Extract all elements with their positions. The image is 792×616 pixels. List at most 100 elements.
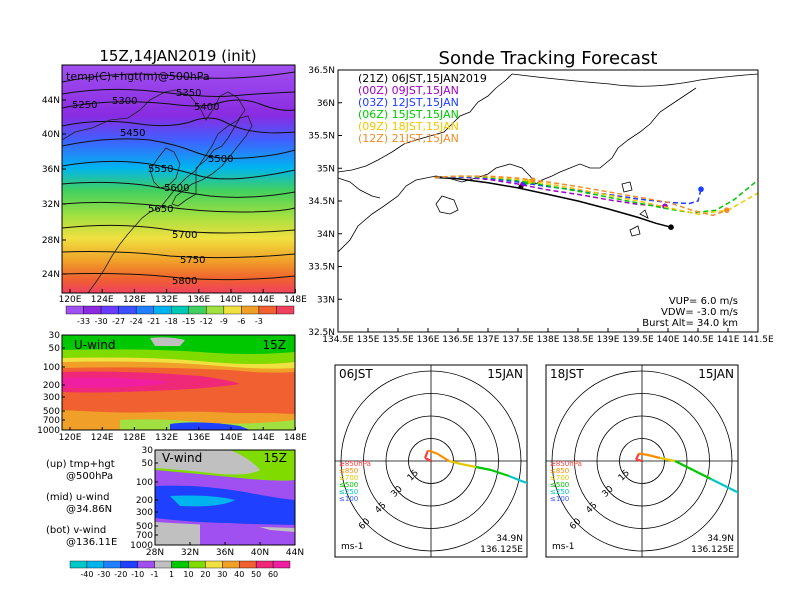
- windbar-swatch: [69, 560, 88, 569]
- hodo-level-legend: ≤700: [339, 474, 358, 482]
- u-wind-p-label: 100: [43, 363, 60, 373]
- tempbar-label: -6: [237, 317, 245, 326]
- track-legend-entry: (06Z) 15JST,15JAN: [358, 108, 459, 121]
- tempbar-swatch: [276, 305, 295, 315]
- map500-lon-label: 132E: [155, 295, 178, 305]
- track-lat-label: 35.5N: [308, 132, 335, 142]
- windbar-label: 30: [217, 570, 227, 579]
- windbar-swatch: [86, 560, 105, 569]
- right-panel-title: Sonde Tracking Forecast: [439, 48, 658, 69]
- tempbar-swatch: [188, 305, 207, 315]
- v-wind-lat-label: 44N: [286, 548, 304, 558]
- hodo-level-legend: ≤100: [550, 495, 569, 503]
- v-wind-lat-label: 28N: [146, 548, 164, 558]
- map500-lat-label: 24N: [42, 270, 60, 280]
- tempbar-swatch: [241, 305, 260, 315]
- hodo-segment: [638, 452, 649, 457]
- track-legend: (21Z) 06JST,15JAN2019(00Z) 09JST,15JAN(0…: [358, 72, 487, 145]
- tempbar-swatch: [65, 305, 84, 315]
- hodo-level-legend: ≤850: [339, 467, 358, 475]
- track-lat-axis: 36.5N 36N 35.5N 35N 34.5N 34N 33.5N 33N 32.5N: [308, 66, 342, 338]
- windbar-swatch: [137, 560, 155, 569]
- v-wind-p-label: 500: [136, 522, 153, 532]
- track-lat-label: 34.5N: [308, 197, 335, 207]
- hodo-time: 18JST: [550, 367, 584, 381]
- tempbar-label: -12: [200, 317, 213, 326]
- hodo-date: 15JAN: [698, 367, 734, 381]
- map500-lat-label: 32N: [42, 200, 60, 210]
- map500-lon-label: 120E: [59, 295, 82, 305]
- track-lon-label: 139E: [597, 335, 620, 345]
- track-legend-entry: (21Z) 06JST,15JAN2019: [358, 72, 487, 85]
- u-wind-lon-label: 124E: [91, 433, 114, 443]
- tempbar-swatch: [135, 305, 154, 315]
- contour-labels: 5250 5300 5350 5400 5450 5500 5550 5600 5650 5700…: [72, 88, 233, 287]
- u-wind-lon-label: 140E: [220, 433, 243, 443]
- windbar-label: -10: [131, 570, 144, 579]
- contour-label: 5650: [148, 204, 173, 215]
- map500-lat-label: 40N: [42, 130, 60, 140]
- legend-up-1: (up) tmp+hgt: [46, 459, 115, 470]
- track-line-5: [434, 175, 728, 217]
- track-legend-entry: (12Z) 21JST,15JAN: [358, 132, 459, 145]
- legend-bot-1: (bot) v-wind: [46, 525, 106, 536]
- contour-label: 5600: [164, 183, 189, 194]
- v-wind-lat-axis: 28N 32N 36N 40N 44N: [146, 542, 304, 558]
- tempbar-swatch: [206, 305, 225, 315]
- hodo-segment: [710, 478, 730, 489]
- u-wind-p-label: 500: [43, 407, 60, 417]
- tempbar-swatch: [83, 305, 102, 315]
- map500-lon-label: 148E: [284, 295, 307, 305]
- v-wind-p-label: 50: [142, 459, 154, 469]
- tempbar-swatch: [171, 305, 189, 315]
- windbar-label: 1: [169, 570, 174, 579]
- contour-label: 5250: [72, 100, 97, 111]
- hodo-segment: [728, 487, 738, 494]
- windbar-swatch: [188, 560, 206, 569]
- hodo-segment: [536, 485, 539, 488]
- contour-label: 5400: [194, 102, 219, 113]
- wind-colorbar: -40 -30 -20 -10 -1 1 10 20 30 40 50 60: [69, 560, 291, 579]
- hodo-lat: 34.9N: [496, 534, 523, 544]
- hodo-segment: [659, 456, 676, 463]
- map500-lon-label: 128E: [123, 295, 146, 305]
- windbar-swatch: [103, 560, 121, 569]
- track-parameter: Burst Alt= 34.0 km: [642, 318, 738, 329]
- windbar-label: 10: [183, 570, 193, 579]
- temperature-colorbar: -33 -30 -27 -24 -21 -18 -15 -12 -9 -6 -3: [65, 305, 295, 326]
- tempbar-label: -18: [165, 317, 178, 326]
- v-wind-lat-label: 36N: [216, 548, 234, 558]
- track-lat-label: 34N: [317, 230, 335, 240]
- tempbar-label: -15: [182, 317, 195, 326]
- track-lon-label: 138E: [537, 335, 560, 345]
- windbar-label: 50: [251, 570, 261, 579]
- v-wind-lat-label: 40N: [251, 548, 269, 558]
- windbar-swatch: [239, 560, 257, 569]
- japan-coastline: [171, 115, 253, 207]
- height-contours: [62, 71, 295, 281]
- track-lon-label: 137.5E: [502, 335, 534, 345]
- u-wind-time: 15Z: [263, 338, 287, 352]
- track-lat-label: 32.5N: [308, 328, 335, 338]
- contour-label: 5700: [172, 230, 197, 241]
- hodo-unit: ms-1: [341, 542, 363, 552]
- windbar-label: 20: [200, 570, 210, 579]
- u-wind-lon-label: 144E: [252, 433, 275, 443]
- track-lat-label: 33.5N: [308, 263, 335, 273]
- hodo-lat: 34.9N: [707, 534, 734, 544]
- tempbar-label: -27: [112, 317, 125, 326]
- track-line-3: [434, 175, 758, 214]
- legend-up-2: @500hPa: [66, 471, 113, 482]
- u-wind-lon-label: 120E: [59, 433, 82, 443]
- track-coastline: [338, 73, 758, 253]
- tempbar-label: -30: [95, 317, 108, 326]
- landing-marker-5: [724, 207, 730, 213]
- tempbar-swatch: [153, 305, 172, 315]
- u-wind-p-label: 300: [43, 393, 60, 403]
- hodo-segment: [692, 469, 712, 480]
- v-wind-p-label: 200: [136, 496, 153, 506]
- windbar-swatch: [120, 560, 138, 569]
- tempbar-label: -21: [147, 317, 160, 326]
- u-wind-p-label: 200: [43, 381, 60, 391]
